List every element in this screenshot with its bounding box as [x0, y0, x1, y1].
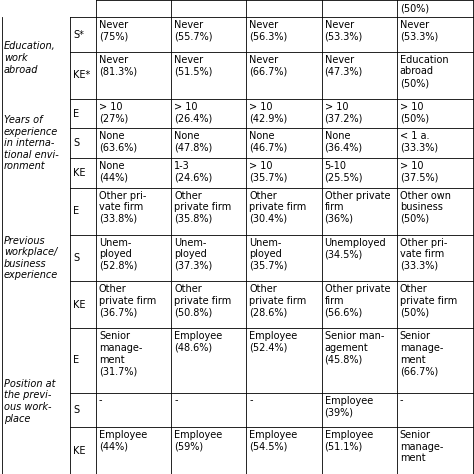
Text: > 10
(50%): > 10 (50%) [400, 102, 429, 123]
Text: S: S [73, 138, 79, 148]
Text: E: E [73, 206, 79, 216]
Text: Other private
firm
(56.6%): Other private firm (56.6%) [325, 284, 390, 318]
Text: Other
private firm
(36.7%): Other private firm (36.7%) [99, 284, 156, 318]
Text: None
(46.7%): None (46.7%) [249, 131, 288, 153]
Text: E: E [73, 109, 79, 118]
Text: Employee
(39%): Employee (39%) [325, 395, 373, 417]
Text: > 10
(37.2%): > 10 (37.2%) [325, 102, 363, 123]
Text: < 1 a.
(33.3%): < 1 a. (33.3%) [400, 131, 438, 153]
Text: Never
(47.3%): Never (47.3%) [325, 55, 363, 76]
Text: Employee
(44%): Employee (44%) [99, 430, 147, 452]
Text: Other
private firm
(35.8%): Other private firm (35.8%) [174, 191, 231, 224]
Text: KE*: KE* [73, 70, 90, 80]
Text: None
(36.4%): None (36.4%) [325, 131, 363, 153]
Text: Other pri-
vate firm
(33.3%): Other pri- vate firm (33.3%) [400, 237, 447, 271]
Text: S: S [73, 253, 79, 263]
Text: Other
private firm
(50%): Other private firm (50%) [400, 284, 457, 318]
Text: Unem-
ployed
(37.3%): Unem- ployed (37.3%) [174, 237, 212, 271]
Text: -: - [99, 395, 102, 406]
Text: Senior
manage-
ment
(66.7%): Senior manage- ment (66.7%) [400, 331, 443, 376]
Text: Never
(53.3%): Never (53.3%) [325, 20, 363, 42]
Text: Previous
workplace/
business
experience: Previous workplace/ business experience [4, 236, 58, 281]
Text: Other own
business
(50%): Other own business (50%) [400, 191, 451, 224]
Text: Other private
firm
(36%): Other private firm (36%) [325, 191, 390, 224]
Text: Never
(53.3%): Never (53.3%) [400, 20, 438, 42]
Text: E: E [73, 356, 79, 365]
Text: Employee
(51.1%): Employee (51.1%) [325, 430, 373, 452]
Text: Senior
manage-
ment
(31.7%): Senior manage- ment (31.7%) [99, 331, 142, 376]
Text: KE: KE [73, 300, 85, 310]
Text: Years of
experience
in interna-
tional envi-
ronment: Years of experience in interna- tional e… [4, 115, 59, 172]
Text: Education
abroad
(50%): Education abroad (50%) [400, 55, 448, 88]
Text: Unemployed
(34.5%): Unemployed (34.5%) [325, 237, 386, 259]
Text: Other
private firm
(50.8%): Other private firm (50.8%) [174, 284, 231, 318]
Text: (50%): (50%) [400, 4, 429, 14]
Text: None
(47.8%): None (47.8%) [174, 131, 212, 153]
Text: 1-3
(24.6%): 1-3 (24.6%) [174, 161, 212, 182]
Text: S*: S* [73, 29, 84, 39]
Text: Never
(51.5%): Never (51.5%) [174, 55, 212, 76]
Text: None
(44%): None (44%) [99, 161, 128, 182]
Text: > 10
(26.4%): > 10 (26.4%) [174, 102, 212, 123]
Text: None
(63.6%): None (63.6%) [99, 131, 137, 153]
Text: > 10
(42.9%): > 10 (42.9%) [249, 102, 288, 123]
Text: > 10
(27%): > 10 (27%) [99, 102, 128, 123]
Text: Employee
(52.4%): Employee (52.4%) [249, 331, 298, 353]
Text: -: - [400, 395, 403, 406]
Text: Never
(55.7%): Never (55.7%) [174, 20, 213, 42]
Text: Never
(56.3%): Never (56.3%) [249, 20, 288, 42]
Text: Employee
(59%): Employee (59%) [174, 430, 222, 452]
Text: S: S [73, 405, 79, 415]
Text: KE: KE [73, 168, 85, 178]
Text: Never
(75%): Never (75%) [99, 20, 128, 42]
Text: Employee
(54.5%): Employee (54.5%) [249, 430, 298, 452]
Text: Unem-
ployed
(35.7%): Unem- ployed (35.7%) [249, 237, 288, 271]
Text: 5-10
(25.5%): 5-10 (25.5%) [325, 161, 363, 182]
Text: Education,
work
abroad: Education, work abroad [4, 41, 56, 74]
Text: Other
private firm
(30.4%): Other private firm (30.4%) [249, 191, 307, 224]
Text: Employee
(48.6%): Employee (48.6%) [174, 331, 222, 353]
Text: Position at
the previ-
ous work-
place: Position at the previ- ous work- place [4, 379, 55, 424]
Text: > 10
(35.7%): > 10 (35.7%) [249, 161, 288, 182]
Text: Senior
manage-
ment: Senior manage- ment [400, 430, 443, 463]
Text: Senior man-
agement
(45.8%): Senior man- agement (45.8%) [325, 331, 384, 365]
Text: Never
(81.3%): Never (81.3%) [99, 55, 137, 76]
Text: Unem-
ployed
(52.8%): Unem- ployed (52.8%) [99, 237, 137, 271]
Text: > 10
(37.5%): > 10 (37.5%) [400, 161, 438, 182]
Text: -: - [249, 395, 253, 406]
Text: -: - [174, 395, 178, 406]
Text: Other
private firm
(28.6%): Other private firm (28.6%) [249, 284, 307, 318]
Text: Never
(66.7%): Never (66.7%) [249, 55, 288, 76]
Text: KE: KE [73, 446, 85, 456]
Text: Other pri-
vate firm
(33.8%): Other pri- vate firm (33.8%) [99, 191, 146, 224]
